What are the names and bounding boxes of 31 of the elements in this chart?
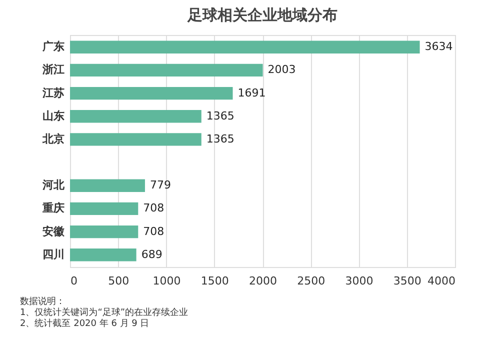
x-tick-label: 3500 (393, 274, 422, 288)
data-label: 3634 (424, 40, 453, 54)
y-tick-label: 北京 (42, 132, 64, 146)
y-tick-label: 安徽 (42, 224, 66, 238)
x-tick-label: 0 (70, 274, 78, 288)
data-label: 689 (141, 248, 162, 261)
x-tick-label: 4000 (428, 274, 456, 288)
y-tick-label: 山东 (42, 109, 64, 122)
data-label: 2003 (268, 63, 296, 76)
y-tick-label: 重庆 (42, 202, 64, 215)
text: 数据说明： (20, 296, 65, 307)
data-label: 779 (150, 178, 171, 192)
y-tick-label: 江苏 (42, 86, 64, 100)
y-tick-label: 四川 (42, 248, 64, 261)
text: 2、统计截至 2020 年 6 月 9 日 (20, 318, 150, 329)
x-tick-label: 3000 (345, 274, 374, 288)
x-tick-label: 500 (108, 274, 130, 288)
x-tick-label: 2000 (249, 274, 277, 288)
y-tick-label: 广东 (42, 40, 64, 54)
data-label: 708 (143, 224, 164, 238)
data-label: 708 (143, 202, 164, 215)
data-label: 1365 (206, 109, 234, 122)
data-label: 1365 (206, 132, 234, 146)
text: 1、仅统计关键词为“足球”的在业存续企业 (20, 307, 188, 318)
x-tick-label: 1500 (200, 274, 229, 288)
x-tick-label: 1000 (152, 274, 181, 288)
x-tick-label: 2500 (297, 274, 326, 288)
y-tick-label: 浙江 (42, 63, 64, 76)
data-label: 1691 (238, 86, 266, 100)
y-tick-label: 河北 (42, 178, 66, 192)
chart-title: 足球相关企业地域分布 (186, 6, 338, 24)
